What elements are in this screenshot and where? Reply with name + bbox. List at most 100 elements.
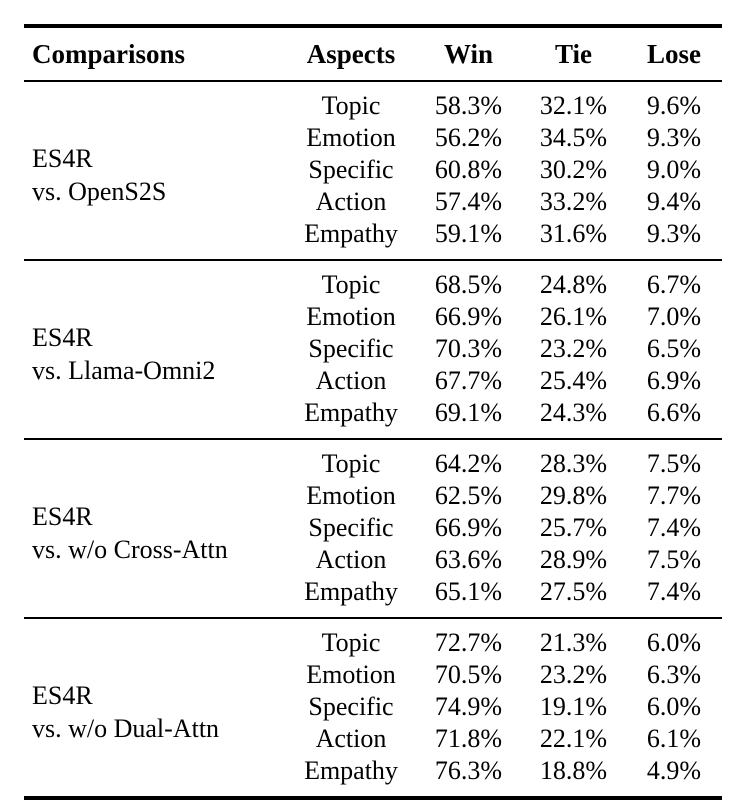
lose-cell: 9.3% (646, 123, 702, 152)
aspect-cell: Emotion (306, 481, 396, 510)
header-win: Win (443, 38, 494, 69)
win-cell: 67.7% (434, 366, 503, 395)
table-row: Specific 74.9% 19.1% 6.0% (24, 691, 722, 723)
tie-cell: 29.8% (539, 481, 608, 510)
win-cell: 74.9% (434, 692, 503, 721)
lose-cell: 7.5% (646, 545, 702, 574)
table-row: Empathy 65.1% 27.5% 7.4% (24, 576, 722, 618)
lose-cell: 6.7% (646, 270, 702, 299)
table-row: Specific 60.8% 30.2% 9.0% (24, 154, 722, 186)
win-cell: 63.6% (434, 545, 503, 574)
lose-cell: 4.9% (646, 756, 702, 785)
tie-cell: 25.4% (539, 366, 608, 395)
table-row: Action 63.6% 28.9% 7.5% (24, 544, 722, 576)
section-es4r-vs-opens2s: ES4R vs. OpenS2S Topic 58.3% 32.1% 9.6% … (24, 81, 722, 260)
table-row: ES4R vs. OpenS2S Topic 58.3% 32.1% 9.6% (24, 81, 722, 206)
table-row: Action 57.4% 33.2% 9.4% (24, 186, 722, 218)
table-row: Empathy 69.1% 24.3% 6.6% (24, 397, 722, 439)
win-cell: 70.5% (434, 660, 503, 689)
tie-cell: 23.2% (539, 660, 608, 689)
lose-cell: 9.6% (646, 91, 702, 120)
lose-cell: 6.0% (646, 628, 702, 657)
win-cell: 56.2% (434, 123, 503, 152)
aspect-cell: Specific (308, 513, 394, 542)
aspect-cell: Topic (321, 628, 381, 657)
table-row: ES4R vs. Llama-Omni2 Topic 68.5% 24.8% 6… (24, 260, 722, 385)
table-row: Emotion 66.9% 26.1% 7.0% (24, 301, 722, 333)
lose-cell: 6.0% (646, 692, 702, 721)
aspect-cell: Empathy (304, 398, 398, 427)
header-lose: Lose (647, 38, 701, 69)
tie-cell: 32.1% (539, 91, 608, 120)
comparison-label: ES4R vs. w/o Dual-Attn (24, 618, 286, 798)
win-cell: 76.3% (434, 756, 503, 785)
comparison-line2: vs. w/o Dual-Attn (32, 713, 220, 743)
aspect-cell: Empathy (304, 756, 398, 785)
header-comparisons: Comparisons (32, 38, 186, 69)
tie-cell: 33.2% (539, 187, 608, 216)
comparison-label: ES4R vs. w/o Cross-Attn (24, 439, 286, 618)
table-row: Specific 66.9% 25.7% 7.4% (24, 512, 722, 544)
comparison-line1: ES4R (32, 680, 93, 710)
section-es4r-vs-llama-omni2: ES4R vs. Llama-Omni2 Topic 68.5% 24.8% 6… (24, 260, 722, 439)
win-cell: 66.9% (434, 302, 503, 331)
aspect-cell: Emotion (306, 302, 396, 331)
tie-cell: 28.9% (539, 545, 608, 574)
table-row: Action 71.8% 22.1% 6.1% (24, 723, 722, 755)
table-row: Emotion 70.5% 23.2% 6.3% (24, 659, 722, 691)
table-row: Specific 70.3% 23.2% 6.5% (24, 333, 722, 365)
aspect-cell: Empathy (304, 219, 398, 248)
win-cell: 70.3% (434, 334, 503, 363)
header-row: Comparisons Aspects Win Tie Lose (24, 26, 722, 81)
win-cell: 65.1% (434, 577, 503, 606)
tie-cell: 22.1% (539, 724, 608, 753)
comparison-line1: ES4R (32, 143, 93, 173)
lose-cell: 6.5% (646, 334, 702, 363)
table-row: Emotion 62.5% 29.8% 7.7% (24, 480, 722, 512)
win-cell: 72.7% (434, 628, 503, 657)
header-aspects: Aspects (306, 38, 396, 69)
aspect-cell: Empathy (304, 577, 398, 606)
lose-cell: 6.3% (646, 660, 702, 689)
tie-cell: 18.8% (539, 756, 608, 785)
comparison-line1: ES4R (32, 322, 93, 352)
comparison-label: ES4R vs. Llama-Omni2 (24, 260, 286, 439)
table-row: ES4R vs. w/o Dual-Attn Topic 72.7% 21.3%… (24, 618, 722, 743)
lose-cell: 9.0% (646, 155, 702, 184)
win-cell: 64.2% (434, 449, 503, 478)
win-cell: 62.5% (434, 481, 503, 510)
lose-cell: 6.1% (646, 724, 702, 753)
lose-cell: 6.6% (646, 398, 702, 427)
aspect-cell: Topic (321, 449, 381, 478)
aspect-cell: Specific (308, 692, 394, 721)
win-cell: 57.4% (434, 187, 503, 216)
tie-cell: 25.7% (539, 513, 608, 542)
tie-cell: 24.8% (539, 270, 608, 299)
aspect-cell: Action (315, 724, 387, 753)
tie-cell: 27.5% (539, 577, 608, 606)
aspect-cell: Emotion (306, 123, 396, 152)
win-cell: 69.1% (434, 398, 503, 427)
table-row: Emotion 56.2% 34.5% 9.3% (24, 122, 722, 154)
table-row: Empathy 76.3% 18.8% 4.9% (24, 755, 722, 798)
comparison-label: ES4R vs. OpenS2S (24, 81, 286, 260)
win-cell: 68.5% (434, 270, 503, 299)
aspect-cell: Action (315, 366, 387, 395)
header-tie: Tie (554, 38, 592, 69)
lose-cell: 7.4% (646, 577, 702, 606)
aspect-cell: Emotion (306, 660, 396, 689)
section-es4r-vs-wo-cross-attn: ES4R vs. w/o Cross-Attn Topic 64.2% 28.3… (24, 439, 722, 618)
tie-cell: 31.6% (539, 219, 608, 248)
tie-cell: 23.2% (539, 334, 608, 363)
table-row: Action 67.7% 25.4% 6.9% (24, 365, 722, 397)
comparison-line2: vs. OpenS2S (32, 176, 167, 206)
lose-cell: 6.9% (646, 366, 702, 395)
comparison-line2: vs. Llama-Omni2 (32, 355, 216, 385)
win-cell: 58.3% (434, 91, 503, 120)
aspect-cell: Specific (308, 334, 394, 363)
tie-cell: 28.3% (539, 449, 608, 478)
table-header: Comparisons Aspects Win Tie Lose (24, 26, 722, 81)
lose-cell: 7.7% (646, 481, 702, 510)
lose-cell: 7.5% (646, 449, 702, 478)
